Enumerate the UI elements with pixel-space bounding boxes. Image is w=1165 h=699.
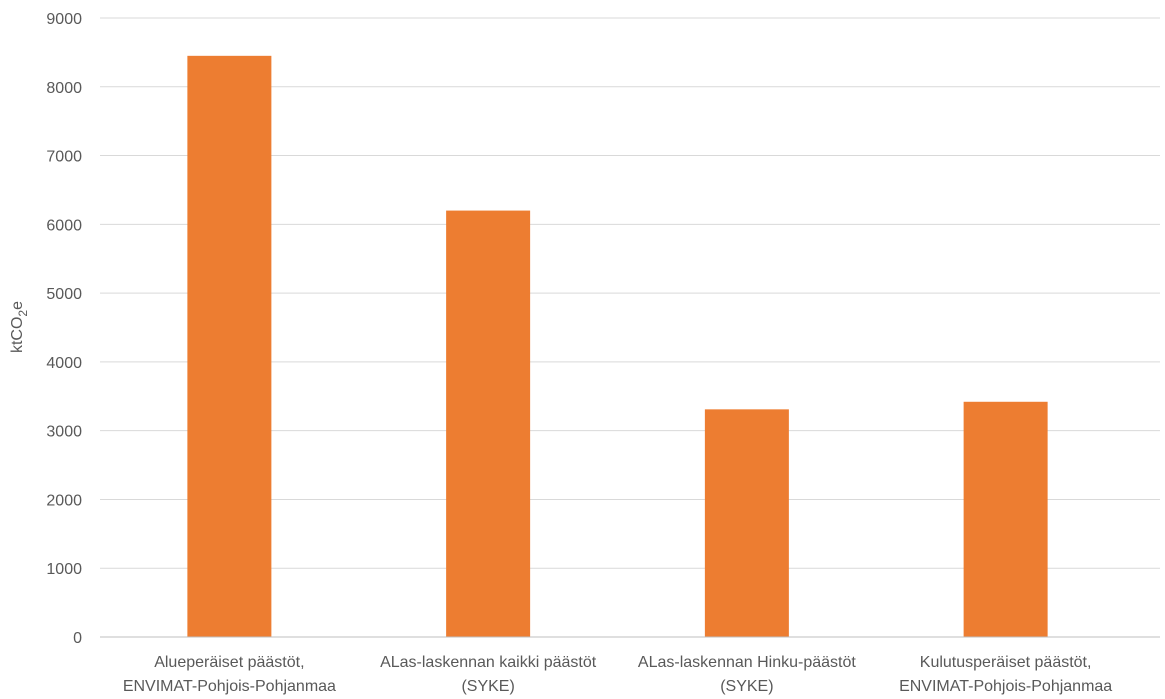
y-tick-label: 1000: [46, 561, 82, 578]
bar: [963, 401, 1048, 637]
y-tick-label: 3000: [46, 424, 82, 441]
bar: [704, 409, 789, 637]
x-category-label: Alueperäiset päästöt, ENVIMAT-Pohjois-Poh…: [123, 654, 336, 695]
y-tick-label: 5000: [46, 286, 82, 303]
y-tick-label: 2000: [46, 492, 82, 509]
y-axis-title: ktCO2e: [9, 301, 30, 353]
bars: [187, 55, 1048, 638]
y-tick-label: 7000: [46, 149, 82, 166]
x-category-label: ALas-laskennan Hinku-päästöt (SYKE): [638, 654, 856, 695]
y-tick-label: 8000: [46, 80, 82, 97]
x-axis-category-labels: Alueperäiset päästöt, ENVIMAT-Pohjois-Poh…: [123, 654, 1112, 695]
x-category-label: Kulutusperäiset päästöt, ENVIMAT-Pohjois-…: [899, 654, 1112, 695]
bar: [446, 210, 531, 638]
y-tick-label: 6000: [46, 217, 82, 234]
bar: [187, 55, 272, 638]
gridlines: [100, 17, 1160, 569]
y-tick-label: 4000: [46, 355, 82, 372]
y-tick-label: 0: [73, 630, 82, 647]
x-category-label: ALas-laskennan kaikki päästöt (SYKE): [380, 654, 597, 695]
y-axis-ticks: 0 1000 2000 3000 4000 5000 6000 7000 8000 9000: [46, 11, 82, 647]
y-tick-label: 9000: [46, 11, 82, 28]
